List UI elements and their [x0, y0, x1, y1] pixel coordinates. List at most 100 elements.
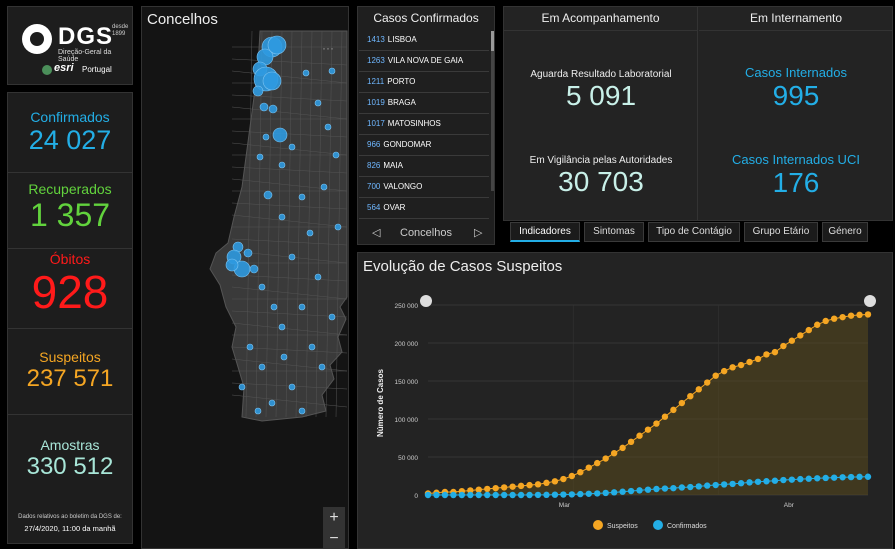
case-bubble [288, 383, 296, 391]
suspeitos-point [517, 482, 525, 490]
suspeitos-point [797, 332, 804, 339]
brand-subtitle: Direção-Geral da Saúde [58, 49, 112, 63]
suspeitos-point [653, 420, 660, 427]
list-item[interactable]: 826 MAIA [359, 156, 489, 177]
suspeitos-point [788, 337, 796, 344]
confirmados-point [594, 490, 601, 497]
internados-label: Casos Internados [745, 65, 847, 80]
internamento-title: Em Internamento [699, 11, 893, 31]
municipality-border [245, 30, 253, 418]
tab-genero[interactable]: Género [822, 222, 868, 242]
confirmados-point [847, 473, 855, 481]
stat-obitos: Óbitos 928 [8, 249, 132, 329]
concelho-name: MATOSINHOS [387, 119, 441, 128]
map-panel[interactable]: Concelhos ··· + − [141, 6, 349, 549]
aguarda-value: 5 091 [565, 80, 637, 111]
tab-sintomas[interactable]: Sintomas [584, 222, 644, 242]
list-item[interactable]: 1019 BRAGA [359, 93, 489, 114]
confirmados-point [704, 482, 711, 489]
case-bubble [254, 407, 262, 415]
uci-value: 176 [772, 167, 820, 198]
case-count: 1413 [367, 35, 385, 44]
confirmados-point [661, 485, 669, 492]
confirmados-point [610, 489, 618, 496]
portugal-land [209, 30, 348, 422]
confirmados-point [441, 491, 449, 499]
list-item[interactable]: 1413 LISBOA [359, 30, 489, 51]
confirmed-list: 1413 LISBOA 1263 VILA NOVA DE GAIA 1211 PORTO… [359, 30, 489, 219]
concelho-name: VALONGO [383, 182, 423, 191]
list-nav: ◁ Concelhos ▷ [358, 224, 494, 244]
confirmados-point [467, 491, 474, 499]
confirmados-point [720, 481, 728, 488]
suspeitos-point [805, 326, 812, 334]
case-bubble [324, 123, 332, 131]
list-item[interactable]: 1211 PORTO [359, 72, 489, 93]
confirmados-point [602, 489, 609, 497]
confirmados-point [737, 480, 745, 487]
prev-arrow-icon[interactable]: ◁ [372, 227, 381, 239]
legend-label: Suspeitos [607, 523, 638, 530]
confirmados-point [763, 478, 770, 485]
list-item[interactable]: 1263 VILA NOVA DE GAIA [359, 51, 489, 72]
suspeitos-point [594, 459, 601, 467]
suspeitos-point [670, 406, 677, 414]
tab-grupo-etario[interactable]: Grupo Etário [744, 222, 818, 242]
case-bubble [278, 213, 286, 221]
confirmados-point [627, 487, 635, 495]
case-bubble [288, 253, 296, 261]
list-scrollbar[interactable] [491, 31, 494, 191]
case-bubble [280, 353, 288, 361]
dgs-emblem-icon [22, 24, 52, 54]
list-item[interactable]: 564 OVAR [359, 198, 489, 219]
suspeitos-point [687, 393, 694, 400]
suspeitos-point [864, 311, 872, 318]
municipality-border [275, 30, 283, 418]
confirmados-point [551, 491, 559, 498]
case-bubble [268, 399, 276, 407]
case-bubble [263, 190, 273, 200]
suspeitos-point [729, 364, 736, 371]
tab-tipo-contagio[interactable]: Tipo de Contágio [648, 222, 740, 242]
brand-since: desde 1899 [112, 24, 129, 37]
concelho-name: GONDOMAR [383, 140, 432, 149]
case-bubble [267, 35, 287, 55]
next-arrow-icon[interactable]: ▷ [474, 227, 483, 239]
concelho-name: LISBOA [387, 35, 417, 44]
suspeitos-point [560, 475, 567, 483]
esri-country: Portugal [82, 65, 112, 74]
stat-suspeitos: Suspeitos 237 571 [8, 329, 132, 415]
suspeitos-point [661, 413, 669, 420]
suspeitos-point [814, 321, 821, 328]
uci-label: Casos Internados UCI [732, 152, 860, 167]
list-item[interactable]: 966 GONDOMAR [359, 135, 489, 156]
zoom-out-button[interactable]: − [323, 528, 345, 548]
case-bubble [262, 133, 270, 141]
stat-recuperados: Recuperados 1 357 [8, 173, 132, 249]
confirmados-point [543, 491, 550, 499]
suspeitos-point [492, 484, 499, 492]
suspeitos-point [771, 348, 779, 356]
list-item[interactable]: 1017 MATOSINHOS [359, 114, 489, 135]
tab-indicadores[interactable]: Indicadores [510, 222, 580, 242]
case-bubble [298, 193, 306, 201]
suspeitos-point [619, 444, 626, 452]
portugal-map[interactable] [142, 7, 349, 549]
case-count: 1263 [367, 56, 385, 65]
suspeitos-point [695, 386, 702, 393]
bulletin-note: Dados relativos ao boletim da DGS de: 27… [8, 511, 132, 535]
map-more-icon[interactable]: ··· [322, 41, 334, 55]
stat-value: 1 357 [29, 197, 111, 233]
zoom-in-button[interactable]: + [323, 507, 345, 529]
confirmados-point [754, 478, 762, 485]
confirmados-point [830, 474, 838, 481]
suspects-chart[interactable]: Número de Casos 0 50 000 100 000 150 000 200 … [358, 253, 894, 549]
list-item[interactable]: 700 VALONGO [359, 177, 489, 198]
municipality-border [231, 238, 348, 246]
y-tick-label: 150 000 [395, 379, 419, 386]
confirmados-point [577, 490, 584, 498]
confirmados-point [670, 484, 677, 492]
concelho-name: PORTO [387, 77, 416, 86]
confirmados-point [856, 473, 863, 481]
monitoring-panel: Em Acompanhamento Aguarda Resultado Labo… [503, 6, 893, 221]
